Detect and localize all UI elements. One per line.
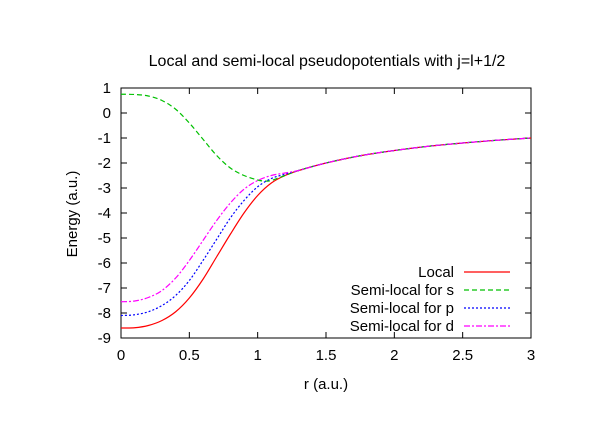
y-tick-label: -7 bbox=[98, 280, 111, 297]
y-tick-label: -5 bbox=[98, 230, 111, 247]
x-tick-label: 2 bbox=[390, 347, 398, 364]
x-axis-label: r (a.u.) bbox=[304, 376, 348, 393]
series-line-semi-local-p bbox=[120, 137, 532, 317]
x-tick-label: 0 bbox=[117, 347, 125, 364]
y-tick-label: 1 bbox=[103, 80, 111, 97]
y-tick-label: -3 bbox=[98, 180, 111, 197]
x-tick-label: 0.5 bbox=[179, 347, 200, 364]
series-line-local bbox=[120, 137, 532, 329]
legend-label-semi-local-p: Semi-local for p bbox=[350, 300, 454, 317]
ticks-layer: 0 0.5 1 1.5 2 2.5 3 1 0 -1 -2 -3 -4 -5 -6 -7 -8 -9 bbox=[98, 80, 536, 364]
y-tick-label: -6 bbox=[98, 255, 111, 272]
x-tick-label: 2.5 bbox=[452, 347, 473, 364]
series-line-semi-local-s bbox=[120, 93, 532, 182]
y-tick-label: -8 bbox=[98, 305, 111, 322]
y-tick-label: -2 bbox=[98, 155, 111, 172]
chart-title: Local and semi-local pseudopotentials wi… bbox=[149, 53, 506, 70]
x-tick-label: 3 bbox=[527, 347, 535, 364]
x-tick-label: 1 bbox=[253, 347, 261, 364]
y-tick-label: -9 bbox=[98, 330, 111, 347]
legend-label-semi-local-s: Semi-local for s bbox=[351, 282, 454, 299]
series-layer bbox=[120, 93, 532, 329]
y-tick-label: -1 bbox=[98, 130, 111, 147]
series-line-semi-local-d bbox=[120, 137, 532, 303]
legend-label-semi-local-d: Semi-local for d bbox=[350, 318, 454, 335]
x-tick-label: 1.5 bbox=[316, 347, 337, 364]
y-tick-label: 0 bbox=[103, 105, 111, 122]
legend-label-local: Local bbox=[418, 264, 454, 281]
y-tick-label: -4 bbox=[98, 205, 111, 222]
y-axis-label: Energy (a.u.) bbox=[64, 171, 81, 258]
